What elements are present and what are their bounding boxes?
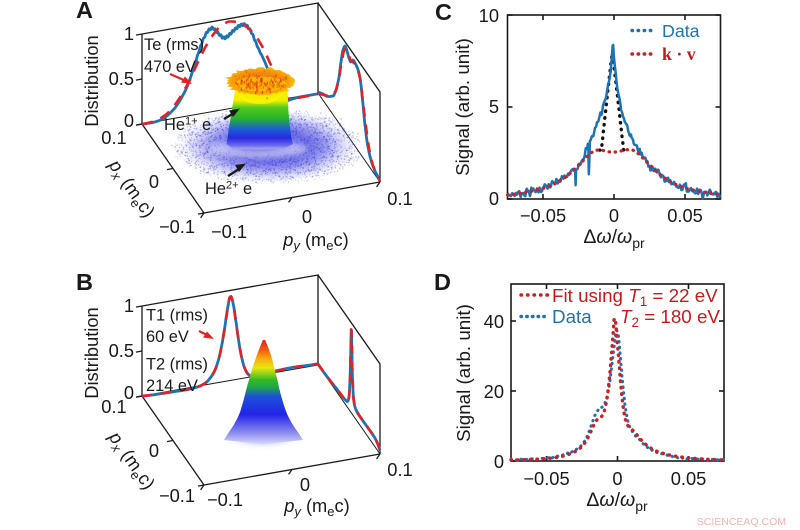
svg-text:1: 1: [124, 295, 134, 316]
svg-text:0: 0: [494, 451, 504, 472]
svg-text:Signal (arb. unit): Signal (arb. unit): [452, 38, 473, 176]
svg-text:60 eV: 60 eV: [146, 328, 189, 346]
svg-text:−0.05: −0.05: [520, 205, 566, 226]
svg-text:470 eV: 470 eV: [144, 58, 196, 76]
svg-text:10: 10: [479, 5, 499, 26]
svg-text:0: 0: [149, 171, 159, 192]
svg-text:0: 0: [609, 205, 619, 226]
svg-text:0.5: 0.5: [109, 68, 134, 89]
svg-text:py (mec): py (mec): [283, 495, 350, 519]
svg-text:Fit using T1 = 22 eV: Fit using T1 = 22 eV: [552, 285, 718, 309]
svg-text:−0.1: −0.1: [207, 489, 243, 510]
svg-text:0.5: 0.5: [109, 340, 134, 361]
svg-text:−0.1: −0.1: [211, 221, 247, 242]
svg-text:0: 0: [149, 440, 159, 461]
svg-text:D: D: [434, 269, 451, 295]
svg-text:−0.1: −0.1: [159, 216, 195, 237]
svg-text:−0.1: −0.1: [159, 485, 195, 506]
svg-text:Distribution: Distribution: [81, 307, 102, 398]
svg-text:0.1: 0.1: [101, 396, 126, 417]
svg-text:0.1: 0.1: [387, 459, 412, 480]
svg-text:Te (rms): Te (rms): [144, 36, 204, 54]
svg-text:T1 (rms): T1 (rms): [146, 307, 208, 325]
svg-text:0: 0: [124, 110, 134, 131]
svg-text:B: B: [76, 269, 93, 295]
svg-text:0: 0: [302, 206, 312, 227]
svg-text:0: 0: [612, 468, 622, 489]
svg-text:Data: Data: [662, 21, 700, 41]
svg-text:20: 20: [484, 381, 504, 402]
svg-text:py (mec): py (mec): [282, 229, 349, 253]
svg-text:T2 (rms): T2 (rms): [146, 356, 208, 374]
svg-text:1: 1: [124, 23, 134, 44]
svg-text:0.05: 0.05: [667, 205, 703, 226]
svg-text:−0.05: −0.05: [523, 468, 569, 489]
svg-text:0.1: 0.1: [101, 127, 126, 148]
svg-text:5: 5: [489, 96, 499, 117]
svg-text:T2 = 180 eV: T2 = 180 eV: [620, 306, 720, 330]
svg-text:0.1: 0.1: [387, 188, 412, 209]
svg-text:Signal (arb. unit): Signal (arb. unit): [453, 304, 474, 442]
svg-text:C: C: [435, 0, 452, 25]
svg-text:Distribution: Distribution: [81, 35, 102, 126]
svg-text:SCIENCEAQ.COM: SCIENCEAQ.COM: [697, 516, 786, 528]
svg-text:0.05: 0.05: [671, 468, 707, 489]
svg-text:214 eV: 214 eV: [146, 377, 198, 395]
svg-text:Data: Data: [552, 306, 592, 327]
svg-text:0: 0: [489, 188, 499, 209]
svg-text:A: A: [76, 0, 93, 23]
svg-text:0: 0: [300, 474, 310, 495]
svg-text:0: 0: [124, 382, 134, 403]
svg-text:He1+ e: He1+ e: [164, 116, 211, 135]
svg-text:He2+ e: He2+ e: [205, 180, 252, 199]
svg-text:40: 40: [484, 311, 504, 332]
svg-text:k · v: k · v: [662, 44, 696, 64]
